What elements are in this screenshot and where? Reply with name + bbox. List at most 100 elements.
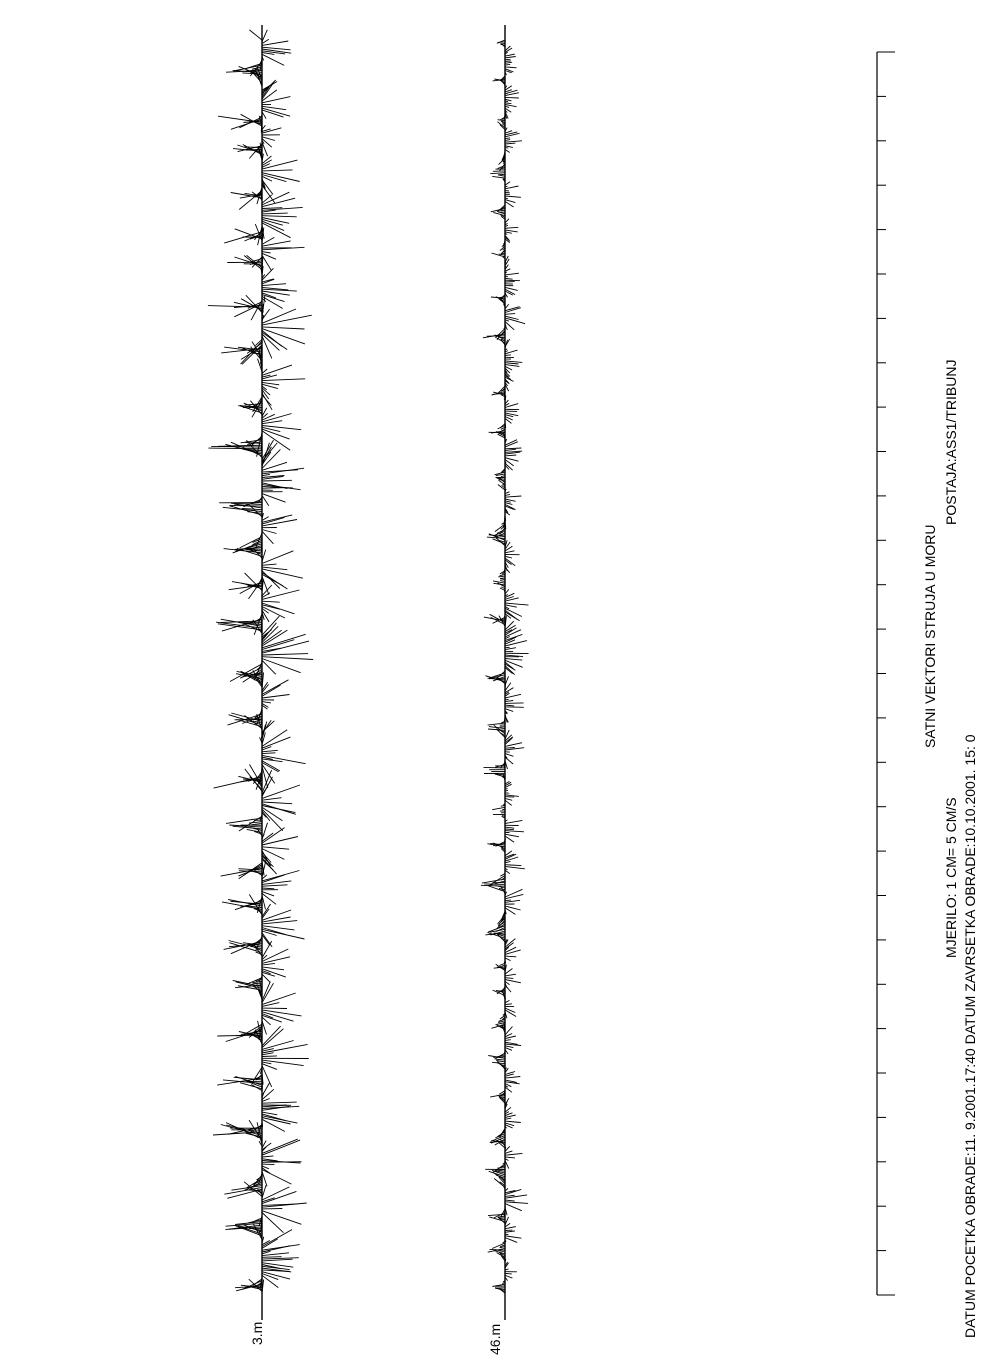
current-vector <box>505 140 510 141</box>
current-vector <box>505 1275 512 1278</box>
current-vector <box>490 173 505 174</box>
time-axis <box>877 52 895 1295</box>
current-vector <box>262 1083 263 1094</box>
current-vector <box>262 605 280 609</box>
current-vector <box>498 426 505 429</box>
current-vector <box>505 62 512 63</box>
current-vector <box>262 730 287 747</box>
current-vector <box>505 748 515 749</box>
current-vector <box>262 933 272 947</box>
current-vector <box>505 709 513 712</box>
current-vector <box>262 431 290 451</box>
current-vector <box>262 983 274 1003</box>
current-vector <box>505 201 514 207</box>
current-vector <box>262 1140 300 1155</box>
current-vector <box>505 1202 528 1204</box>
current-vector <box>262 847 289 849</box>
current-vector <box>262 1171 267 1186</box>
current-vector <box>505 889 523 897</box>
current-vector <box>496 1059 505 1060</box>
current-vector <box>505 273 519 275</box>
current-vector <box>505 641 527 646</box>
current-vector <box>505 900 511 901</box>
current-vector <box>262 798 282 801</box>
current-vector <box>505 865 521 866</box>
current-vector <box>262 753 276 754</box>
current-vector <box>262 443 269 467</box>
current-vector <box>505 1195 515 1196</box>
current-vector <box>262 1253 289 1256</box>
current-vector <box>505 567 510 573</box>
current-vector <box>484 884 505 885</box>
current-vector <box>249 822 262 823</box>
current-vector <box>505 1157 515 1158</box>
current-vector <box>262 1266 290 1269</box>
current-vector <box>505 361 522 363</box>
current-vector <box>505 958 511 961</box>
current-vector <box>262 1102 297 1103</box>
current-vector <box>505 1205 506 1207</box>
current-vector <box>505 496 521 497</box>
current-vector <box>505 867 525 869</box>
current-vector <box>505 449 516 450</box>
current-vector <box>262 695 290 699</box>
current-vector <box>262 474 270 475</box>
current-vector <box>505 131 512 134</box>
current-vector <box>262 593 270 598</box>
current-vector <box>262 213 288 214</box>
current-vector <box>505 141 522 142</box>
current-vector <box>505 797 514 798</box>
current-vector <box>262 616 279 635</box>
current-vector <box>505 1004 512 1005</box>
current-vector <box>262 468 304 474</box>
series-46m <box>481 25 529 1320</box>
current-vector <box>262 30 267 42</box>
current-vector <box>505 448 521 449</box>
current-vector <box>505 316 519 319</box>
current-vector <box>262 427 280 431</box>
current-vector <box>505 827 514 828</box>
current-vector <box>505 795 519 797</box>
current-vector <box>505 1151 512 1154</box>
current-vector <box>505 64 510 65</box>
current-vector <box>505 1238 517 1243</box>
current-vector <box>505 227 518 228</box>
current-vector <box>505 956 516 957</box>
current-vector <box>505 861 511 863</box>
current-vector <box>254 820 262 821</box>
current-vector <box>262 601 280 602</box>
current-vector <box>500 581 505 582</box>
current-vector <box>505 836 514 842</box>
current-vector <box>262 54 284 65</box>
current-vector <box>253 620 262 634</box>
current-vector <box>505 232 512 234</box>
current-vector <box>505 980 521 983</box>
current-vector <box>500 574 505 576</box>
current-vector <box>500 1015 505 1019</box>
series-label-46m: 46.m <box>487 1324 503 1355</box>
current-vector <box>262 1213 284 1233</box>
current-vector <box>505 978 513 979</box>
current-vector <box>262 929 305 939</box>
current-vector <box>251 824 262 825</box>
current-vector <box>262 1274 278 1280</box>
current-vector <box>505 784 512 787</box>
current-vector <box>239 191 262 210</box>
current-vector <box>262 268 273 280</box>
current-vector <box>505 143 515 144</box>
current-vector <box>262 888 274 889</box>
current-vector <box>500 578 505 579</box>
current-vector <box>262 910 291 920</box>
current-vector <box>498 42 505 43</box>
current-vector <box>262 1056 277 1057</box>
current-vector <box>262 1246 290 1252</box>
current-vector <box>262 763 279 772</box>
current-vector <box>505 960 506 963</box>
current-vector <box>505 455 516 456</box>
current-vector <box>262 747 271 750</box>
current-vector <box>505 647 510 648</box>
current-vector <box>262 823 268 840</box>
current-vector <box>262 1170 291 1185</box>
